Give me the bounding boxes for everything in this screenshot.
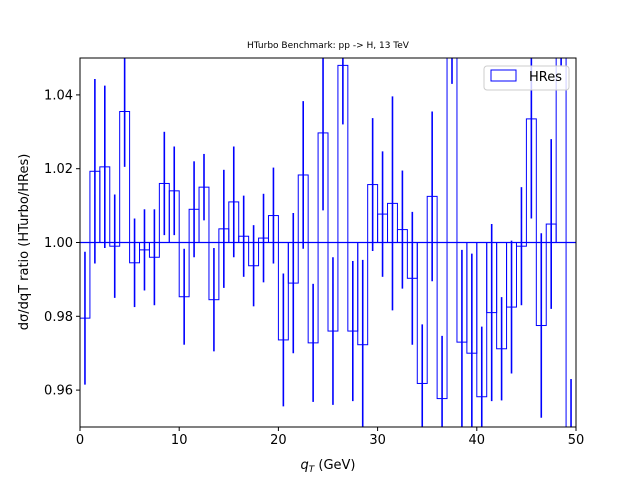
x-tick-label: 40: [469, 433, 486, 448]
y-tick-label: 0.98: [44, 310, 73, 325]
chart-title: HTurbo Benchmark: pp -> H, 13 TeV: [247, 41, 410, 51]
x-tick-label: 0: [76, 433, 84, 448]
y-tick-label: 0.96: [44, 384, 73, 399]
x-axis-label: qT (GeV): [300, 458, 355, 475]
x-tick-label: 50: [568, 433, 585, 448]
plot-area: [80, 58, 576, 427]
x-tick-label: 20: [270, 433, 287, 448]
x-tick-label: 10: [171, 433, 188, 448]
legend-swatch: [490, 69, 517, 82]
legend-label: HRes: [529, 70, 562, 85]
y-tick-label: 1.04: [44, 88, 73, 103]
legend: HRes: [483, 65, 570, 91]
x-axis-label-sub: T: [309, 465, 316, 475]
x-tick-label: 30: [369, 433, 386, 448]
y-tick-label: 1.02: [44, 162, 73, 177]
y-tick-label: 1.00: [44, 236, 73, 251]
x-axis: 0 10 20 30 40 50: [76, 427, 584, 448]
error-bar-series: [84, 58, 572, 427]
x-axis-label-rest: (GeV): [314, 458, 355, 473]
legend-box: [483, 65, 570, 91]
x-axis-label-main: q: [300, 458, 308, 473]
y-axis: 0.96 0.98 1.00 1.02 1.04: [44, 88, 80, 399]
y-axis-label: dσ/dqT ratio (HTurbo/HRes): [17, 154, 32, 331]
